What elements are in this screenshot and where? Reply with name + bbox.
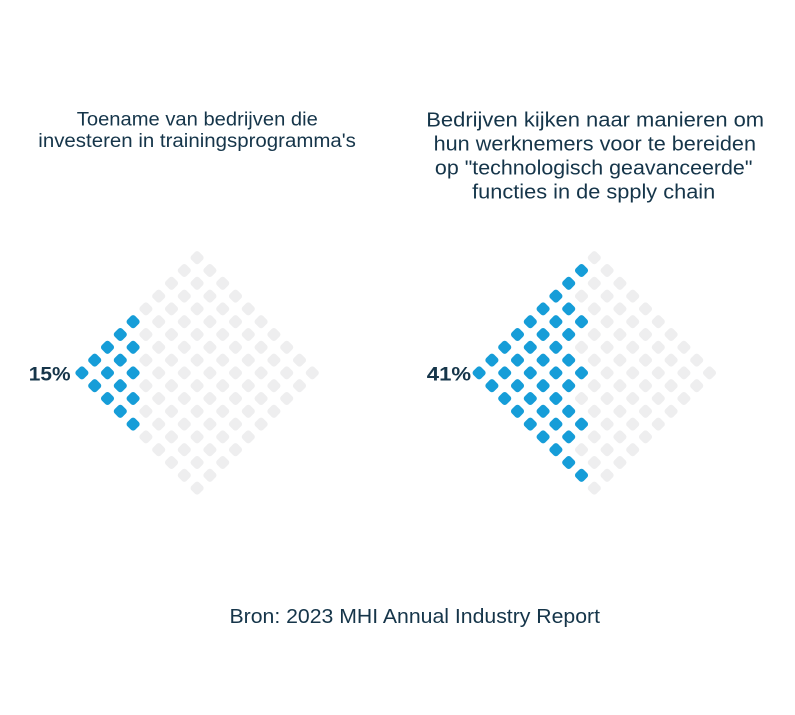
- svg-text:Bedrijven kijken naar manieren: Bedrijven kijken naar manieren om: [426, 110, 764, 132]
- svg-text:Toename van bedrijven die: Toename van bedrijven die: [77, 110, 318, 131]
- svg-text:investeren in trainingsprogram: investeren in trainingsprogramma's: [38, 131, 356, 152]
- svg-text:15%: 15%: [29, 364, 71, 386]
- svg-text:41%: 41%: [427, 364, 471, 386]
- svg-text:Bron: 2023 MHI Annual Industry: Bron: 2023 MHI Annual Industry Report: [230, 606, 601, 628]
- svg-text:functies in de spply chain: functies in de spply chain: [472, 182, 715, 204]
- svg-text:op "technologisch geavanceerde: op "technologisch geavanceerde": [435, 158, 753, 180]
- svg-text:hun werknemers voor te bereide: hun werknemers voor te bereiden: [434, 134, 756, 156]
